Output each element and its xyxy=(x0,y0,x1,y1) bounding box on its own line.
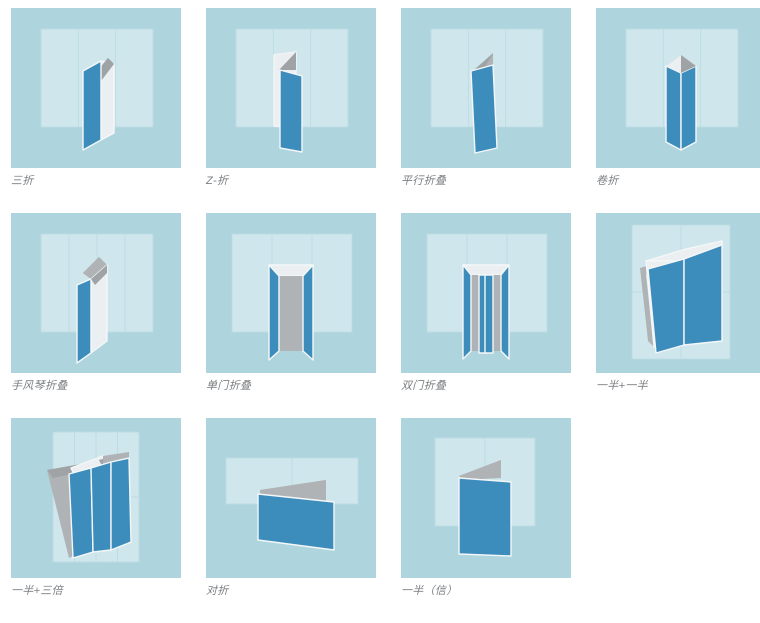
fold-card-single-gate-fold[interactable]: 单门折叠 xyxy=(206,213,376,418)
tri-fold-illustration[interactable] xyxy=(11,8,181,168)
single-gate-fold-illustration[interactable] xyxy=(206,213,376,373)
half-plus-triple-illustration xyxy=(11,418,181,578)
fold-card-label: 一半+一半 xyxy=(596,380,648,392)
paper xyxy=(257,480,335,551)
accordion-fold-illustration[interactable] xyxy=(11,213,181,373)
fold-card-half-plus-half[interactable]: 一半+一半 xyxy=(596,213,760,418)
paper xyxy=(470,53,498,154)
half-fold-landscape-illustration xyxy=(206,418,376,578)
double-gate-fold-illustration[interactable] xyxy=(401,213,571,373)
accordion-fold-illustration xyxy=(11,213,181,373)
fold-card-label: 单门折叠 xyxy=(206,380,252,392)
roll-fold-illustration xyxy=(596,8,760,168)
fold-card-label: 手风琴折叠 xyxy=(11,380,68,392)
fold-card-label: Z-折 xyxy=(206,175,229,187)
fold-card-accordion-fold[interactable]: 手风琴折叠 xyxy=(11,213,181,418)
paper xyxy=(76,257,108,364)
double-gate-fold-illustration xyxy=(401,213,571,373)
paper xyxy=(273,51,303,153)
half-plus-triple-illustration[interactable] xyxy=(11,418,181,578)
tri-fold-illustration xyxy=(11,8,181,168)
paper xyxy=(458,460,512,557)
paper xyxy=(82,58,115,151)
paper xyxy=(268,264,314,361)
paper xyxy=(665,55,697,151)
fold-card-half-plus-triple[interactable]: 一半+三倍 xyxy=(11,418,181,623)
fold-card-tri-fold[interactable]: 三折 xyxy=(11,8,181,213)
half-fold-letter-illustration xyxy=(401,418,571,578)
parallel-fold-illustration[interactable] xyxy=(401,8,571,168)
fold-card-label: 三折 xyxy=(11,175,34,187)
z-fold-illustration[interactable] xyxy=(206,8,376,168)
z-fold-illustration xyxy=(206,8,376,168)
roll-fold-illustration[interactable] xyxy=(596,8,760,168)
paper xyxy=(47,452,132,559)
fold-card-label: 一半+三倍 xyxy=(11,585,63,597)
single-gate-fold-illustration xyxy=(206,213,376,373)
fold-card-label: 对折 xyxy=(206,585,229,597)
parallel-fold-illustration xyxy=(401,8,571,168)
half-plus-half-illustration[interactable] xyxy=(596,213,760,373)
fold-card-roll-fold[interactable]: 卷折 xyxy=(596,8,760,213)
fold-card-z-fold[interactable]: Z-折 xyxy=(206,8,376,213)
fold-card-half-fold-letter[interactable]: 一半（信） xyxy=(401,418,571,623)
paper xyxy=(462,264,510,360)
paper xyxy=(640,240,723,354)
fold-card-label: 平行折叠 xyxy=(401,175,447,187)
fold-card-double-gate-fold[interactable]: 双门折叠 xyxy=(401,213,571,418)
fold-card-half-fold-landscape[interactable]: 对折 xyxy=(206,418,376,623)
half-fold-letter-illustration[interactable] xyxy=(401,418,571,578)
fold-card-label: 一半（信） xyxy=(401,585,458,597)
fold-card-label: 双门折叠 xyxy=(401,380,447,392)
fold-card-label: 卷折 xyxy=(596,175,619,187)
fold-card-parallel-fold[interactable]: 平行折叠 xyxy=(401,8,571,213)
half-plus-half-illustration xyxy=(596,213,760,373)
half-fold-landscape-illustration[interactable] xyxy=(206,418,376,578)
